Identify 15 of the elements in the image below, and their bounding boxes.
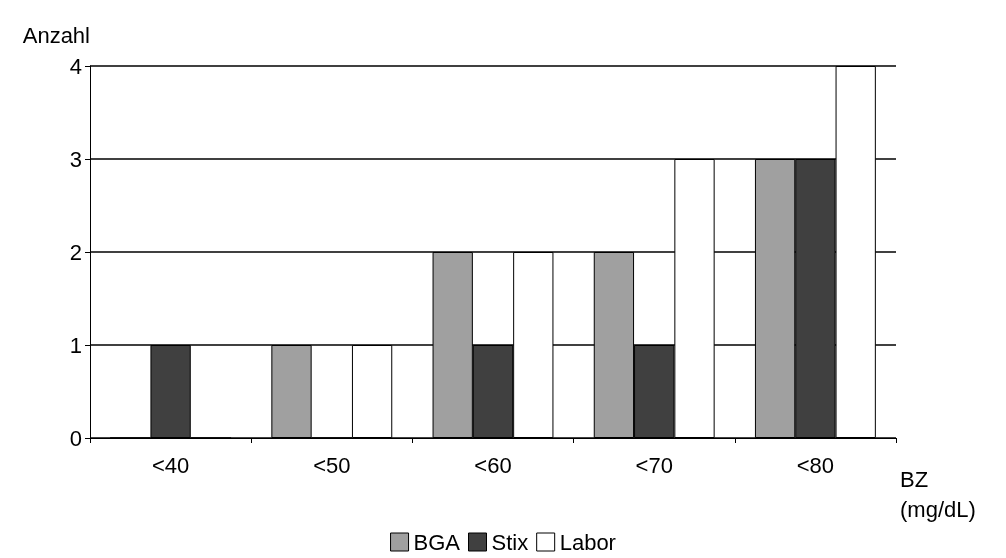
y-tick-label: 3 xyxy=(69,146,82,172)
x-tick-label: <60 xyxy=(474,452,512,478)
legend-label: Labor xyxy=(559,529,616,555)
y-tick-label: 4 xyxy=(69,53,82,79)
x-axis-title: BZ (mg/dL) xyxy=(900,466,976,522)
y-tick-label: 1 xyxy=(69,332,82,358)
y-axis-title: Anzahl xyxy=(22,22,90,48)
legend-label: BGA xyxy=(413,529,461,555)
x-tick-label: <70 xyxy=(635,452,673,478)
legend-label: Stix xyxy=(491,529,529,555)
x-tick-label: <80 xyxy=(796,452,835,478)
x-tick-label: <50 xyxy=(313,452,351,478)
y-tick-label: 2 xyxy=(69,239,82,265)
y-tick-label: 0 xyxy=(69,425,82,451)
x-tick-label: <40 xyxy=(151,452,190,478)
